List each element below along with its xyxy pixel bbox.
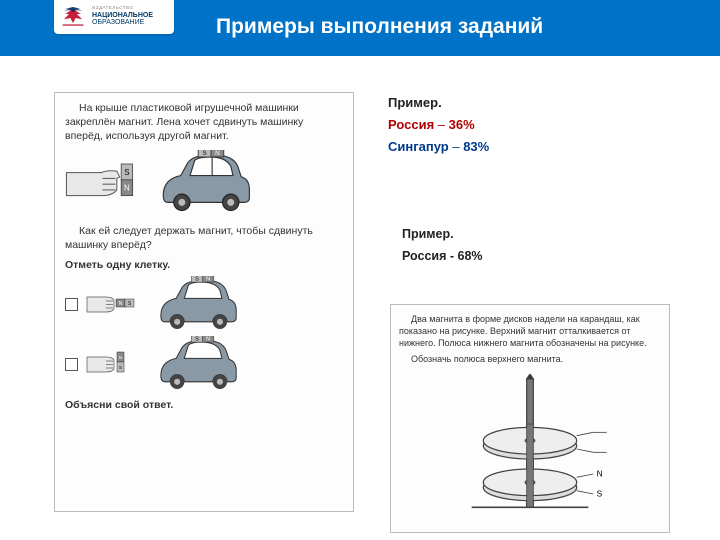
task-left: На крыше пластиковой игрушечной машинки …: [54, 92, 354, 512]
hand-mag-top: S: [124, 167, 129, 176]
logo-line3: ОБРАЗОВАНИЕ: [92, 19, 153, 26]
logo-text: ИЗДАТЕЛЬСТВО НАЦИОНАЛЬНОЕ ОБРАЗОВАНИЕ: [92, 6, 153, 26]
task-left-p2: Как ей следует держать магнит, чтобы сдв…: [65, 224, 343, 252]
optA-car-right: N: [206, 277, 210, 283]
car-b-icon: S N: [149, 336, 244, 392]
illustration-main: S N S N: [65, 150, 343, 214]
option-b: N S S N: [65, 336, 343, 392]
stats-top-sep2: –: [449, 139, 463, 154]
optA-hand-left: N: [119, 301, 123, 307]
car-mag-left: S: [202, 150, 206, 157]
eagle-icon: [60, 5, 86, 27]
stats-top-sg-label: Сингапур: [388, 139, 449, 154]
optB-car-left: S: [195, 337, 199, 343]
logo-line2: НАЦИОНАЛЬНОЕ: [92, 12, 153, 19]
lower-disk-bottom: S: [597, 488, 603, 498]
stats-top-sep1: –: [434, 117, 448, 132]
task-right-p1: Два магнита в форме дисков надели на кар…: [399, 313, 661, 349]
hand-b-icon: N S: [86, 345, 141, 383]
task-right: Два магнита в форме дисков надели на кар…: [390, 304, 670, 533]
lower-disk-top: N: [597, 468, 603, 478]
stats-mid-heading: Пример.: [402, 224, 688, 245]
stats-mid-sep: -: [446, 249, 457, 263]
logo: ИЗДАТЕЛЬСТВО НАЦИОНАЛЬНОЕ ОБРАЗОВАНИЕ: [54, 0, 174, 34]
stats-top-russia: Россия – 36%: [388, 114, 688, 136]
checkbox-b[interactable]: [65, 358, 78, 371]
stats-top-russia-label: Россия: [388, 117, 434, 132]
optB-hand-bottom: S: [119, 365, 122, 370]
right-stats: Пример. Россия – 36% Сингапур – 83% Прим…: [388, 92, 688, 267]
hand-a-icon: N S: [86, 285, 141, 323]
pencil-disks-icon: N S: [445, 374, 615, 524]
checkbox-a[interactable]: [65, 298, 78, 311]
task-left-p1: На крыше пластиковой игрушечной машинки …: [65, 101, 343, 144]
stats-top-sg-value: 83%: [463, 139, 489, 154]
logo-line1: ИЗДАТЕЛЬСТВО: [92, 6, 153, 11]
stats-mid: Пример. Россия - 68%: [402, 224, 688, 267]
stats-top-russia-value: 36%: [449, 117, 475, 132]
optB-hand-top: N: [119, 355, 122, 360]
stats-mid-russia: Россия - 68%: [402, 246, 688, 267]
page-title: Примеры выполнения заданий: [216, 15, 543, 39]
task-left-instr: Отметь одну клетку.: [65, 258, 343, 272]
hand-mag-bottom: N: [124, 183, 130, 192]
car-icon: S N: [149, 150, 259, 214]
task-right-p2: Обозначь полюса верхнего магнита.: [399, 353, 661, 365]
stats-mid-russia-label: Россия: [402, 249, 446, 263]
car-mag-right: N: [215, 150, 220, 157]
option-a: N S S N: [65, 276, 343, 332]
header-bar: ИЗДАТЕЛЬСТВО НАЦИОНАЛЬНОЕ ОБРАЗОВАНИЕ Пр…: [0, 0, 720, 56]
optA-car-left: S: [195, 277, 199, 283]
optB-car-right: N: [206, 337, 210, 343]
task-left-explain: Объясни свой ответ.: [65, 398, 343, 412]
stats-mid-russia-value: 68%: [458, 249, 483, 263]
stats-top-sg: Сингапур – 83%: [388, 136, 688, 158]
stats-top-heading: Пример.: [388, 92, 688, 114]
hand-icon: S N: [65, 158, 137, 206]
car-a-icon: S N: [149, 276, 244, 332]
main-area: На крыше пластиковой игрушечной машинки …: [0, 56, 720, 540]
stats-top: Пример. Россия – 36% Сингапур – 83%: [388, 92, 688, 158]
